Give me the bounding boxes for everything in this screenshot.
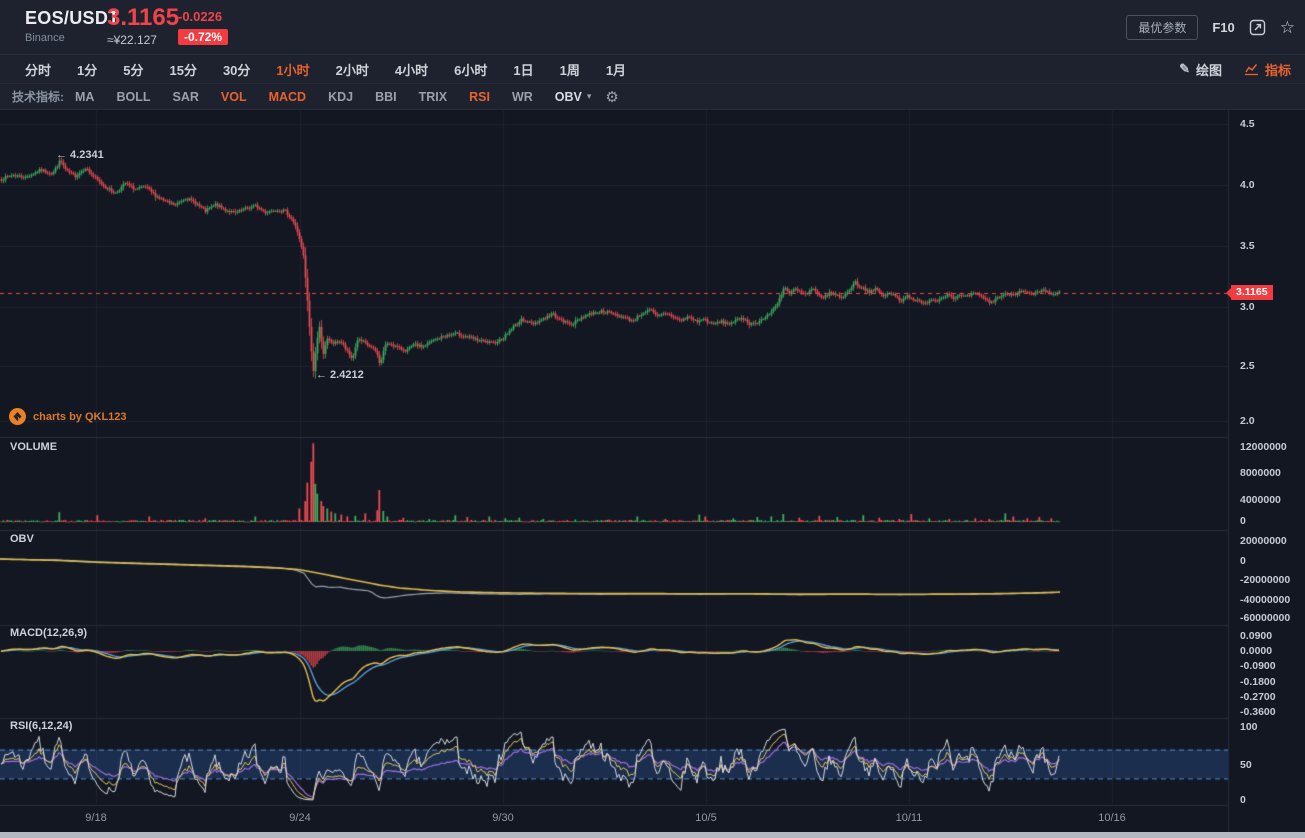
y-axis-tick: -20000000 — [1240, 574, 1291, 586]
draw-tool-button[interactable]: ✎ 绘图 — [1179, 60, 1222, 79]
y-axis-tick: 0 — [1240, 794, 1246, 806]
watermark: charts by QKL123 — [8, 407, 127, 426]
y-axis-tick: 4000000 — [1240, 494, 1281, 506]
last-price: 3.1165 — [107, 4, 180, 31]
y-axis-tick: -60000000 — [1240, 612, 1291, 624]
indicator-bar-title: 技术指标: — [12, 90, 64, 104]
header-actions: 最优参数 F10 ☆ — [1126, 0, 1295, 55]
y-axis-tick: 8000000 — [1240, 467, 1281, 479]
chart-tools: ✎ 绘图 指标 — [1179, 60, 1305, 79]
indicator-bar: 技术指标: MA BOLL SAR VOL MACD KDJ BBI TRIX RSI WR OBV… — [0, 84, 1305, 110]
qkl123-logo-icon — [9, 408, 26, 425]
volume-pane-label: VOLUME — [10, 441, 58, 453]
obv-dropdown-caret-icon[interactable]: ▾ — [586, 91, 592, 101]
timeframe-tab-1[interactable]: 1分 — [77, 62, 98, 78]
y-axis-tick: 2.0 — [1240, 415, 1255, 427]
x-axis-tick: 9/30 — [492, 812, 514, 824]
fiat-value: ≈¥22.127 — [107, 33, 157, 47]
timeframe-tab-0[interactable]: 分时 — [25, 62, 52, 78]
indicator-wr[interactable]: WR — [511, 89, 533, 104]
macd-pane-label: MACD(12,26,9) — [10, 627, 88, 639]
x-axis-tick: 10/5 — [695, 812, 717, 824]
y-axis-tick: -0.3600 — [1240, 706, 1276, 718]
timeframe-tab-4[interactable]: 30分 — [222, 62, 251, 78]
y-axis-tick: 2.5 — [1240, 360, 1255, 372]
y-axis-tick: 20000000 — [1240, 535, 1287, 547]
high-annotation: ← 4.2341 — [56, 149, 104, 161]
y-axis-tick: 0 — [1240, 515, 1246, 527]
symbol-name: EOS/USDT — [25, 8, 120, 28]
x-axis-tick: 10/11 — [895, 812, 923, 824]
price-change: -0.0226 — [178, 9, 223, 24]
timeframe-tab-5[interactable]: 1小时 — [276, 62, 310, 78]
indicator-macd[interactable]: MACD — [268, 89, 307, 104]
timeframe-tab-9[interactable]: 1日 — [513, 62, 534, 78]
timeframe-bar: 分时 1分 5分 15分 30分 1小时 2小时 4小时 6小时 1日 1周 1月 ✎ 绘图 指标 — [0, 55, 1305, 84]
fullscreen-icon[interactable] — [1249, 19, 1266, 36]
indicator-boll[interactable]: BOLL — [116, 89, 151, 104]
current-price-tag: 3.1165 — [1226, 285, 1273, 300]
optimal-params-button[interactable]: 最优参数 — [1126, 15, 1199, 40]
y-axis-tick: 100 — [1240, 721, 1258, 733]
y-axis-tick: -40000000 — [1240, 594, 1291, 606]
x-axis-tick: 9/24 — [289, 812, 311, 824]
y-axis-tick: 4.0 — [1240, 179, 1255, 191]
price-change-percent-badge: -0.72% — [178, 29, 229, 45]
timeframe-tab-10[interactable]: 1周 — [559, 62, 580, 78]
y-axis-tick: 4.5 — [1240, 118, 1255, 130]
indicator-trix[interactable]: TRIX — [418, 89, 448, 104]
timeframe-tab-6[interactable]: 2小时 — [335, 62, 369, 78]
chart-line-icon — [1244, 63, 1258, 75]
y-axis-tick: 3.5 — [1240, 240, 1255, 252]
indicator-vol[interactable]: VOL — [220, 89, 247, 104]
header-bar: EOS/USDT Binance 3.1165 ≈¥22.127 -0.0226… — [0, 0, 1305, 55]
indicator-tool-label: 指标 — [1264, 62, 1291, 78]
indicator-kdj[interactable]: KDJ — [328, 89, 354, 104]
indicator-rsi[interactable]: RSI — [469, 89, 490, 104]
chart-scrollbar[interactable] — [0, 832, 1305, 838]
pencil-icon: ✎ — [1179, 61, 1190, 76]
y-axis-tick: 0.0000 — [1240, 645, 1273, 657]
timeframe-tabs: 分时 1分 5分 15分 30分 1小时 2小时 4小时 6小时 1日 1周 1月 — [0, 60, 639, 79]
timeframe-tab-11[interactable]: 1月 — [605, 62, 627, 78]
y-axis-tick: -0.0900 — [1240, 660, 1276, 672]
indicator-sar[interactable]: SAR — [172, 89, 199, 104]
indicator-items: MA BOLL SAR VOL MACD KDJ BBI TRIX RSI WR OBV — [64, 90, 593, 104]
favorite-star-icon[interactable]: ☆ — [1279, 17, 1295, 37]
settings-gear-icon[interactable]: ⚙ — [605, 88, 619, 106]
x-axis-tick: 10/16 — [1098, 812, 1126, 824]
indicator-tool-button[interactable]: 指标 — [1244, 60, 1291, 79]
y-axis-tick: -0.1800 — [1240, 676, 1276, 688]
watermark-text: charts by QKL123 — [33, 410, 127, 423]
y-axis-tick: 50 — [1240, 759, 1252, 771]
obv-pane-label: OBV — [10, 533, 34, 545]
y-axis-tick: 0 — [1240, 555, 1246, 567]
timeframe-tab-3[interactable]: 15分 — [169, 62, 197, 78]
timeframe-tab-2[interactable]: 5分 — [123, 62, 144, 78]
low-annotation: ← 2.4212 — [316, 369, 364, 381]
y-axis-tick: -0.2700 — [1240, 691, 1276, 703]
x-axis-tick: 9/18 — [85, 812, 107, 824]
timeframe-tab-7[interactable]: 4小时 — [394, 62, 429, 78]
y-axis-tick: 0.0900 — [1240, 630, 1273, 642]
hotkey-label: F10 — [1212, 20, 1235, 35]
draw-tool-label: 绘图 — [1195, 62, 1222, 78]
indicator-obv[interactable]: OBV — [554, 89, 582, 104]
y-axis-tick: 3.0 — [1240, 301, 1255, 313]
timeframe-tab-8[interactable]: 6小时 — [454, 62, 488, 78]
rsi-pane-label: RSI(6,12,24) — [10, 720, 73, 732]
exchange-name: Binance — [25, 32, 65, 44]
indicator-bbi[interactable]: BBI — [375, 89, 397, 104]
y-axis-tick: 12000000 — [1240, 441, 1287, 453]
indicator-ma[interactable]: MA — [75, 89, 95, 104]
